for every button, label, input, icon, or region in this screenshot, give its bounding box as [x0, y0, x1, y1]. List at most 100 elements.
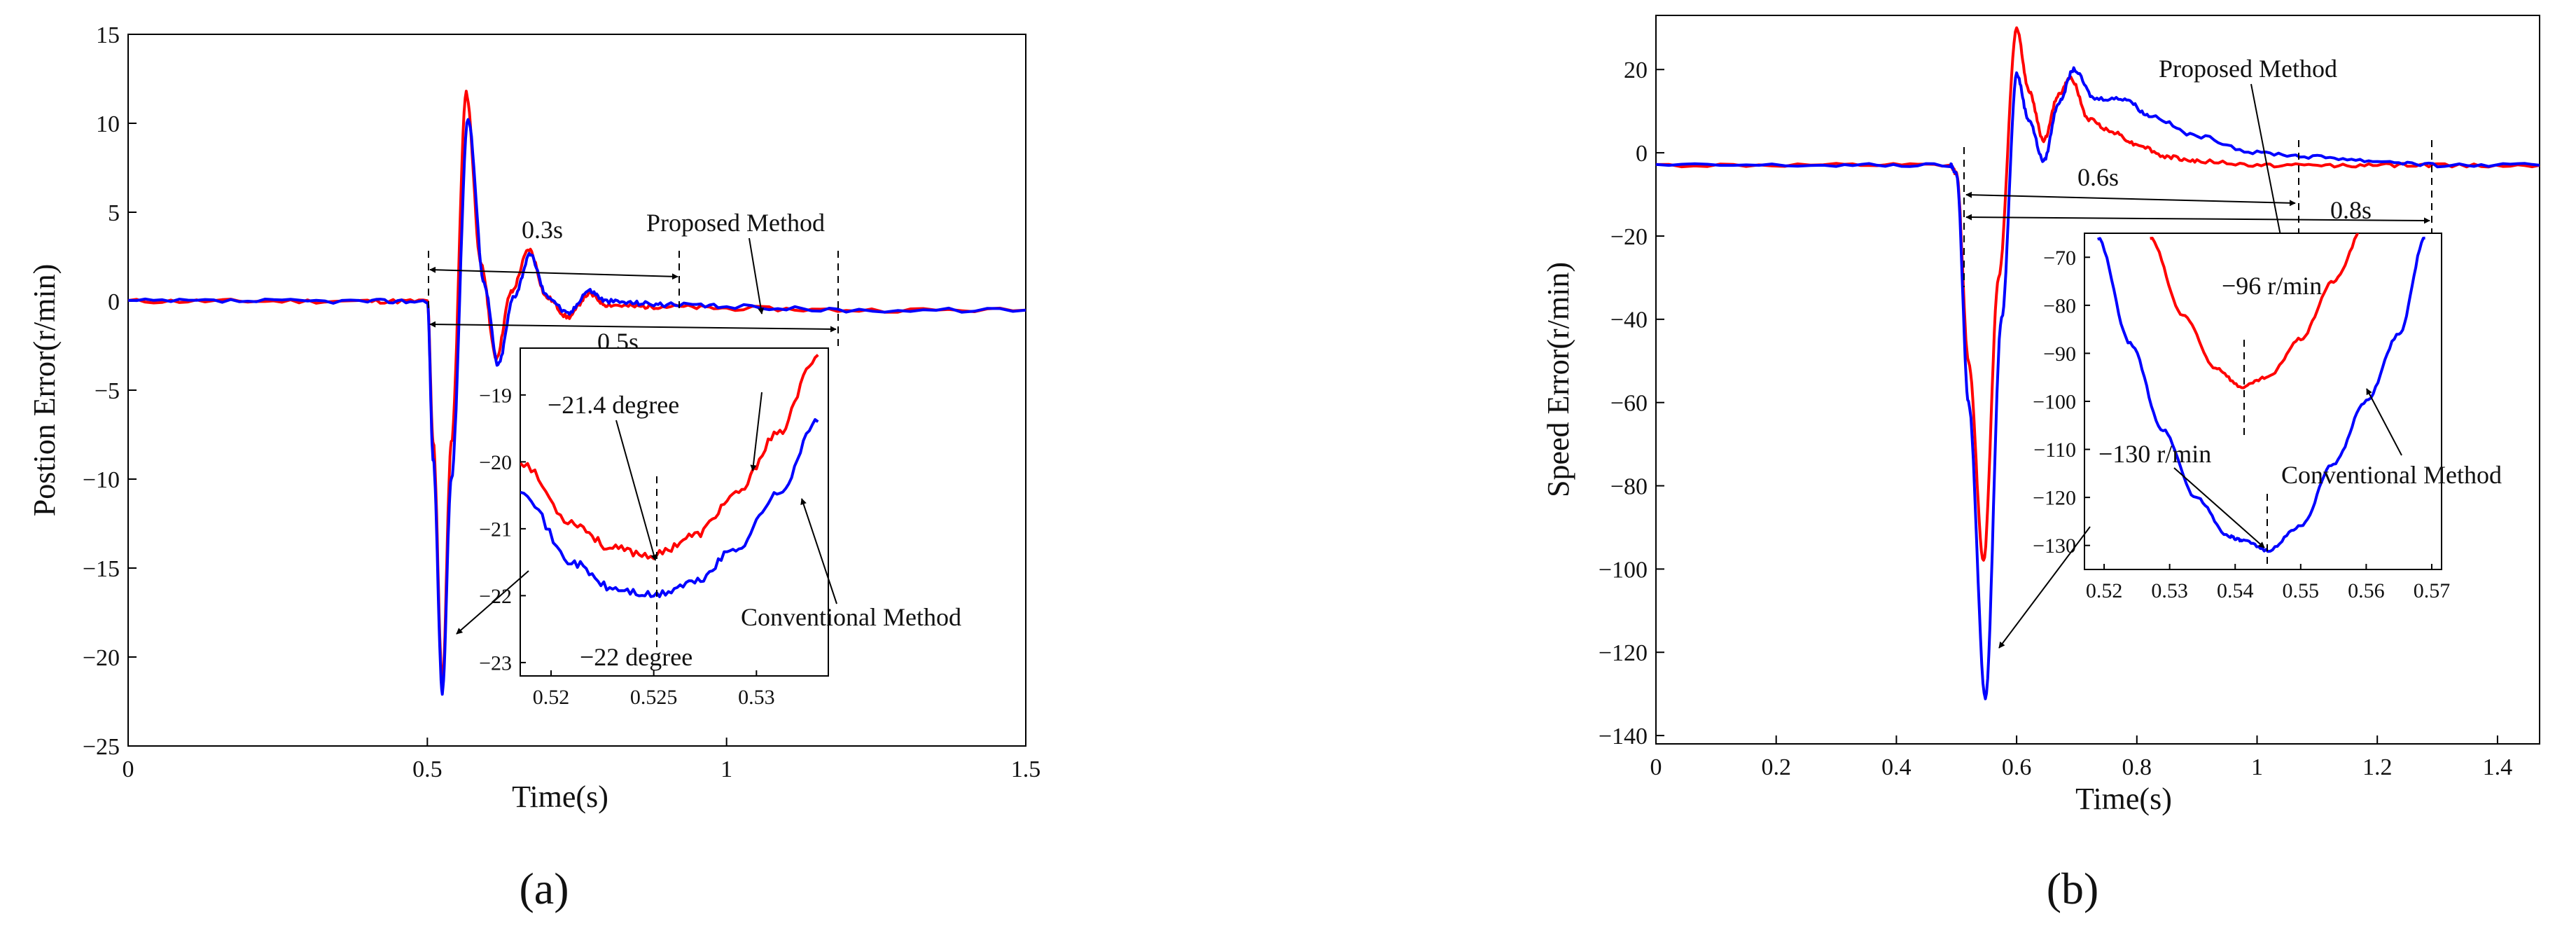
panel-a-conventional-label: Conventional Method: [741, 603, 961, 631]
panel-a-interval-label-1: 0.3s: [522, 216, 563, 244]
panel-b-y-tick-label: −20: [1610, 224, 1648, 250]
panel-a-inset-y-tick-label: −20: [479, 451, 512, 474]
panel-a-series-1: [127, 118, 1026, 696]
panel-b-x-tick-label: 1.2: [2362, 754, 2393, 780]
panel-b-y-tick-label: −140: [1599, 724, 1648, 749]
panel-a-inset-series-1: [520, 418, 819, 598]
panel-b-y-tick-label: −120: [1599, 640, 1648, 666]
panel-b-x-tick-label: 0.8: [2122, 754, 2152, 780]
panel-a-y-tick-label: 10: [96, 111, 120, 137]
panel-b-plot-frame: [1655, 15, 2540, 745]
panel-b-inset-x-tick-label: 0.56: [2348, 579, 2385, 602]
panel-a-zoom-arrow: [456, 570, 529, 635]
panel-b-inset-x-tick-label: 0.54: [2217, 579, 2254, 602]
panel-b-y-tick-label: 0: [1636, 141, 1648, 167]
panel-a-inset-x-tick-label: 0.525: [630, 686, 678, 709]
panel-a-caption: (a): [519, 864, 569, 913]
panel-b-x-tick-label: 1: [2251, 754, 2263, 780]
panel-a-proposed-label: Proposed Method: [646, 209, 825, 237]
panel-a-inset-series-0: [520, 354, 819, 560]
panel-a-y-tick-label: 5: [108, 200, 120, 226]
panel-a-x-ticks: 0 0.5 1 1.5: [123, 738, 1041, 782]
panel-b-y-tick-label: −40: [1610, 307, 1648, 333]
panel-a-x-axis-title: Time(s): [512, 780, 608, 814]
panel-b-y-tick-label: 20: [1624, 57, 1648, 83]
panel-b-inset-y-tick-label: −80: [2043, 294, 2076, 317]
panel-b-min-blue-label: −130 r/min: [2098, 440, 2211, 468]
panel-b-inset: 0.52 0.53 0.54 0.55 0.56 0.57 −70 −80 −90 −100 −11…: [2033, 233, 2450, 602]
panel-b-x-tick-label: 0.4: [1881, 754, 1912, 780]
panel-b-inset-x-tick-label: 0.55: [2283, 579, 2320, 602]
panel-b-inset-ticks: 0.52 0.53 0.54 0.55 0.56 0.57 −70 −80 −90 −100 −11…: [2033, 247, 2450, 602]
panel-a-min-blue-label: −22 degree: [580, 643, 692, 671]
panel-a-y-tick-label: −5: [95, 378, 120, 404]
panel-b-min-blue-arrow: [2173, 467, 2265, 548]
panel-b-conventional-arrow: [2366, 388, 2402, 456]
panel-a-x-tick-label: 1.5: [1011, 756, 1041, 782]
panel-a-min-red-label: −21.4 degree: [548, 391, 679, 419]
panel-b-x-ticks: 0 0.2 0.4 0.6 0.8 1 1.2 1.4: [1650, 735, 2513, 780]
panel-a-y-ticks: 15 10 5 0 −5 −10 −15 −20 −25: [83, 22, 137, 760]
panel-b-series: [1655, 26, 2540, 700]
panel-a-conventional-arrow: [800, 498, 837, 604]
panel-a-interval-arrow-1: [429, 266, 678, 280]
panel-b-inset-y-tick-label: −90: [2043, 343, 2076, 366]
panel-a-y-tick-label: 15: [96, 22, 120, 48]
panel-b-x-tick-label: 1.4: [2483, 754, 2513, 780]
panel-a-proposed-arrow: [749, 237, 765, 315]
panel-b-y-axis-title: Speed Error(r/min): [1541, 262, 1575, 497]
panel-a-inset-x-tick-label: 0.52: [533, 686, 570, 709]
panel-a-x-tick-label: 0.5: [412, 756, 443, 782]
panel-b-x-tick-label: 0: [1650, 754, 1662, 780]
panel-a-interval-arrow-2: [429, 321, 837, 333]
panel-b-inset-x-tick-label: 0.52: [2086, 579, 2123, 602]
panel-a-inset-x-tick-label: 0.53: [738, 686, 775, 709]
panel-a-min-red-arrow: [615, 420, 657, 561]
panel-b-inset-y-tick-label: −100: [2033, 391, 2076, 414]
panel-b-interval-arrow-2: [1965, 214, 2430, 224]
panel-a-inset: 0.52 0.525 0.53 −19 −20 −21 −22 −23 −21.4 degre…: [479, 347, 829, 709]
panel-b-inset-y-tick-label: −120: [2033, 487, 2076, 510]
panel-b-min-red-label: −96 r/min: [2222, 272, 2322, 300]
panel-a-y-tick-label: −15: [83, 556, 120, 582]
panel-a-inset-series: [520, 354, 819, 598]
panel-b: 20 0 −20 −40 −60 −80 −100 −120 −140 0 0.2 0.4 0.6 0.…: [1541, 15, 2540, 913]
panel-b-caption: (b): [2047, 864, 2099, 913]
panel-b-inset-x-tick-label: 0.57: [2414, 579, 2451, 602]
panel-b-inset-x-tick-label: 0.53: [2151, 579, 2188, 602]
panel-a-inset-y-tick-label: −19: [479, 384, 512, 407]
panel-a-y-axis-title: Postion Error(r/min): [27, 264, 62, 517]
panel-a-x-tick-label: 1: [720, 756, 732, 782]
panel-b-inset-series-0: [2150, 233, 2360, 389]
panel-b-proposed-label: Proposed Method: [2159, 55, 2337, 83]
panel-a-x-tick-label: 0: [123, 756, 134, 782]
panel-b-inset-series: [2097, 233, 2425, 553]
panel-b-x-tick-label: 0.2: [1761, 754, 1791, 780]
panel-b-inset-y-tick-label: −110: [2033, 438, 2076, 462]
panel-b-x-tick-label: 0.6: [2002, 754, 2032, 780]
panel-a-inset-y-tick-label: −23: [479, 651, 512, 675]
panel-a-y-tick-label: −20: [83, 645, 120, 671]
panel-b-inset-series-1: [2097, 236, 2425, 553]
panel-b-interval-arrow-1: [1965, 191, 2296, 207]
panel-b-series-1: [1655, 66, 2540, 700]
panel-a-series: [127, 90, 1026, 696]
panel-a-y-tick-label: −25: [83, 734, 120, 760]
panel-a-inset-y-tick-label: −22: [479, 585, 512, 608]
panel-a-y-tick-label: −10: [83, 467, 120, 493]
panel-b-y-ticks: 20 0 −20 −40 −60 −80 −100 −120 −140: [1599, 57, 1664, 749]
panel-b-y-tick-label: −100: [1599, 557, 1648, 583]
panel-b-inset-y-tick-label: −70: [2043, 247, 2076, 270]
panel-a-y-tick-label: 0: [108, 289, 120, 315]
panel-b-y-tick-label: −80: [1610, 474, 1648, 499]
panel-b-x-axis-title: Time(s): [2075, 782, 2172, 816]
panel-b-interval-label-1: 0.6s: [2077, 163, 2119, 191]
panel-b-conventional-label: Conventional Method: [2281, 461, 2502, 489]
panel-b-zoom-arrow: [1998, 526, 2091, 649]
panel-a-proposed-inset-arrow: [750, 392, 763, 471]
panel-a-inset-ticks: 0.52 0.525 0.53 −19 −20 −21 −22 −23: [479, 384, 775, 709]
panel-b-y-tick-label: −60: [1610, 391, 1648, 417]
panel-b-interval-label-2: 0.8s: [2330, 196, 2372, 224]
